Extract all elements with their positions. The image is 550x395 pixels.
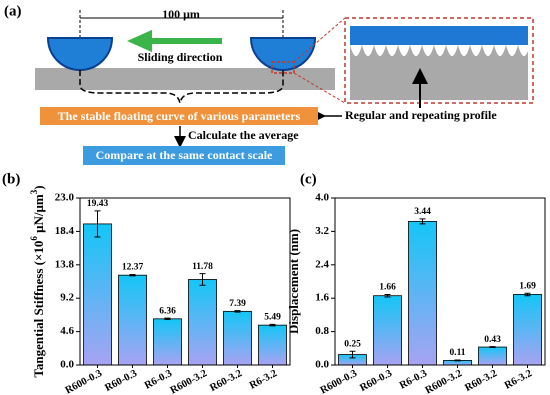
bar [223,310,252,366]
error-bar [524,292,531,297]
y-axis-label-part: 3 [29,189,39,194]
value-label: 12.37 [122,263,144,273]
bar [408,220,437,366]
value-label: 19.43 [87,199,109,209]
value-label: 3.44 [414,207,431,217]
y-tick-label: 23.0 [55,192,75,204]
value-label: 1.69 [519,281,536,291]
substrate [35,68,335,90]
x-tick-label: R600-0.3 [319,368,359,395]
x-tick-label: R600-3.2 [424,368,464,395]
y-axis-label-part: 6 [29,236,39,241]
error-bar [419,218,426,225]
error-bar [384,293,391,298]
x-tick-label: R600-0.3 [64,368,104,395]
error-bar [94,210,101,238]
value-label: 7.39 [229,299,246,309]
compare-label: Compare at the same contact scale [96,148,273,162]
bar [118,274,147,366]
floating-label: The stable floating curve of various par… [58,109,301,123]
y-axis-label-part: ) [31,185,46,189]
x-tick-label: R600-3.2 [169,368,209,395]
y-tick-label: 2.4 [315,258,329,270]
contact-plate [350,26,528,45]
distance-label: 100 μm [162,7,200,21]
y-tick-label: 18.4 [55,225,75,237]
value-label: 0.25 [344,339,361,349]
x-tick-label: R6-3.2 [248,368,279,392]
y-axis-label: Displacement (nm) [286,229,301,334]
value-label: 1.66 [379,283,396,293]
y-tick-label: 9.2 [60,292,74,304]
plot-frame [334,197,546,366]
bar-chart: (c) Displacement (nm) 0.0 0.8 1.6 2.4 3.2 4.0 0.… [286,171,546,395]
y-tick-label: 0.0 [60,359,74,371]
zoom-line [293,17,346,63]
y-tick-label: 1.6 [315,292,329,304]
bar-chart: (b) Tangential Stiffness (×106 μN/μm3) 0.0… [2,171,291,395]
x-tick-label: R60-3.2 [208,368,244,394]
bar [478,346,507,366]
value-label: 6.36 [159,306,176,316]
profile-label: Regular and repeating profile [345,108,497,122]
x-tick-label: R60-0.3 [103,368,139,394]
zoom-box [271,61,295,74]
error-bar [489,346,496,348]
sliding-label: Sliding direction [138,50,223,64]
error-bar [349,350,356,359]
average-label: Calculate the average [188,128,299,142]
value-label: 0.43 [484,335,501,345]
plot-frame [79,197,291,366]
bar [373,295,402,366]
x-tick-label: R60-3.2 [463,368,499,394]
y-tick-label: 0.8 [315,325,329,337]
indenter [46,37,114,71]
error-bar [164,317,171,321]
profile-grooves [350,45,528,56]
error-bar [454,359,461,362]
error-bar [269,323,276,327]
error-bar [199,273,206,286]
indenter [249,37,317,71]
charts: (b) Tangential Stiffness (×106 μN/μm3) 0.0… [2,171,546,395]
bar [153,318,182,366]
y-axis-label-part: Tangential Stiffness (×10 [31,241,46,378]
y-tick-label: 4.6 [60,325,74,337]
y-axis-label: Tangential Stiffness (×106 μN/μm3) [29,185,46,377]
panel-label: (c) [300,171,317,187]
floating-curve [79,70,284,104]
x-tick-label: R6-3.2 [503,368,534,392]
panel-label: (b) [2,171,20,187]
panel-label: (a) [4,3,22,19]
value-label: 11.78 [192,262,213,272]
compare-box [83,146,285,165]
bar [188,279,217,366]
error-bar [234,310,241,313]
y-tick-label: 4.0 [315,192,329,204]
y-axis-label-part: μN/μm [31,194,46,236]
y-tick-label: 3.2 [315,225,329,237]
error-bar [129,273,136,277]
bar [83,223,112,366]
bar [258,324,287,366]
x-tick-label: R60-0.3 [358,368,394,394]
floating-box [40,107,318,125]
profile [350,26,528,100]
schematic: (a) 100 μm Sliding direction Regular and… [4,3,534,165]
bar [513,294,542,366]
y-tick-label: 0.0 [315,359,329,371]
sliding-arrow [127,29,222,53]
value-label: 5.49 [264,313,281,323]
y-tick-label: 13.8 [55,258,75,270]
value-label: 0.11 [449,348,465,358]
y-axis-label-part: Displacement (nm) [286,229,301,334]
